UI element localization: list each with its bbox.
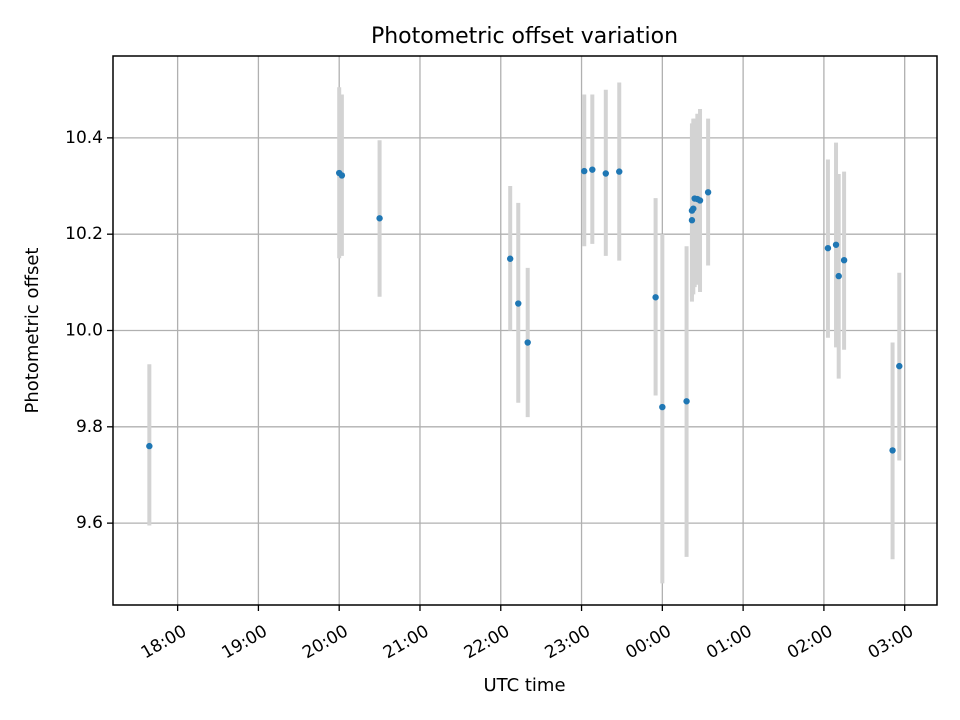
data-point <box>616 168 623 175</box>
data-point <box>696 197 704 204</box>
x-tick-label: 01:00 <box>703 621 755 663</box>
x-tick-label: 02:00 <box>784 621 836 663</box>
chart-title: Photometric offset variation <box>371 24 678 49</box>
data-point <box>704 189 712 196</box>
data-point <box>896 362 903 370</box>
x-tick-label: 23:00 <box>542 621 594 663</box>
x-tick-label: 19:00 <box>218 621 270 663</box>
data-point <box>683 398 690 405</box>
y-tick-label: 9.8 <box>76 417 103 437</box>
data-point <box>515 300 522 307</box>
data-point <box>688 217 696 224</box>
y-tick-label: 10.0 <box>65 321 103 341</box>
data-points <box>146 166 903 454</box>
data-point <box>581 167 588 175</box>
data-point <box>589 166 596 173</box>
axis-ticks: 18:00 19:00 20:00 21:00 22:00 23:00 00:00 01:00… <box>65 128 917 663</box>
data-point <box>690 205 697 212</box>
data-point <box>840 256 848 264</box>
x-axis-label: UTC time <box>483 675 565 696</box>
data-point <box>376 215 383 222</box>
data-point <box>824 244 832 252</box>
data-point <box>652 294 659 301</box>
data-point <box>146 442 153 450</box>
x-tick-label: 00:00 <box>622 621 674 663</box>
data-point <box>338 172 346 179</box>
data-point <box>832 241 840 248</box>
y-axis-label: Photometric offset <box>22 248 43 414</box>
x-tick-label: 03:00 <box>865 621 917 663</box>
x-tick-label: 21:00 <box>380 621 432 663</box>
data-point <box>506 255 514 262</box>
y-tick-label: 10.2 <box>65 224 103 244</box>
y-tick-label: 10.4 <box>65 128 103 148</box>
x-tick-label: 22:00 <box>461 621 513 663</box>
grid-lines <box>113 56 937 605</box>
data-point <box>835 272 842 280</box>
error-bars <box>147 82 902 584</box>
data-point <box>659 403 666 411</box>
y-tick-label: 9.6 <box>76 513 103 533</box>
x-tick-label: 20:00 <box>299 621 351 663</box>
data-point <box>602 170 609 177</box>
data-point <box>524 339 531 346</box>
data-point <box>889 447 896 454</box>
x-tick-label: 18:00 <box>138 621 190 663</box>
